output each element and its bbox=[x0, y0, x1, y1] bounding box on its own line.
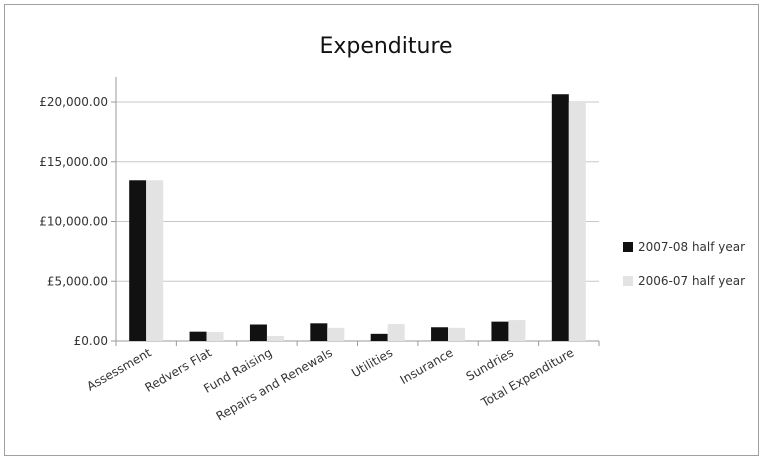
category-label: Sundries bbox=[464, 345, 516, 383]
bar-series-2 bbox=[508, 320, 526, 341]
category-label: Repairs and Renewals bbox=[214, 345, 335, 423]
bar-series-2 bbox=[448, 327, 466, 341]
bar-series-2 bbox=[206, 331, 224, 341]
bar-series-1 bbox=[491, 321, 509, 341]
chart-title: Expenditure bbox=[319, 34, 452, 59]
bar-series-1 bbox=[249, 324, 267, 341]
bar-series-2 bbox=[568, 102, 586, 341]
gridlines bbox=[116, 101, 599, 282]
axes bbox=[111, 77, 600, 346]
bar-series-1 bbox=[551, 94, 569, 341]
bar-series-2 bbox=[266, 335, 284, 341]
legend: 2007-08 half year 2006-07 half year bbox=[623, 240, 745, 288]
bar-series-1 bbox=[370, 333, 388, 341]
legend-label: 2007-08 half year bbox=[638, 240, 745, 254]
y-axis-ticks: £0.00 £5,000.00 £10,000.00 £15,000.00 £20,00… bbox=[39, 95, 108, 348]
bar-series-1 bbox=[189, 331, 207, 341]
chart-area: Expenditure £0.00 £5,000.00 £10,000.00 £15,… bbox=[4, 4, 759, 456]
bars bbox=[129, 94, 586, 341]
bar-series-1 bbox=[431, 327, 449, 341]
bar-series-2 bbox=[146, 180, 164, 341]
bar-series-2 bbox=[387, 324, 405, 341]
legend-swatch bbox=[623, 276, 633, 286]
bar-series-2 bbox=[327, 327, 345, 341]
y-tick-label: £5,000.00 bbox=[47, 274, 108, 288]
bar-series-1 bbox=[310, 323, 328, 341]
y-tick-label: £20,000.00 bbox=[39, 95, 108, 109]
y-tick-label: £0.00 bbox=[74, 334, 108, 348]
bar-series-1 bbox=[129, 180, 147, 341]
y-tick-label: £10,000.00 bbox=[39, 215, 108, 229]
category-label: Utilities bbox=[349, 345, 395, 380]
legend-label: 2006-07 half year bbox=[638, 274, 745, 288]
y-tick-label: £15,000.00 bbox=[39, 155, 108, 169]
bar-chart: Expenditure £0.00 £5,000.00 £10,000.00 £15,… bbox=[39, 34, 745, 424]
category-label: Insurance bbox=[398, 345, 456, 387]
legend-swatch bbox=[623, 242, 633, 252]
